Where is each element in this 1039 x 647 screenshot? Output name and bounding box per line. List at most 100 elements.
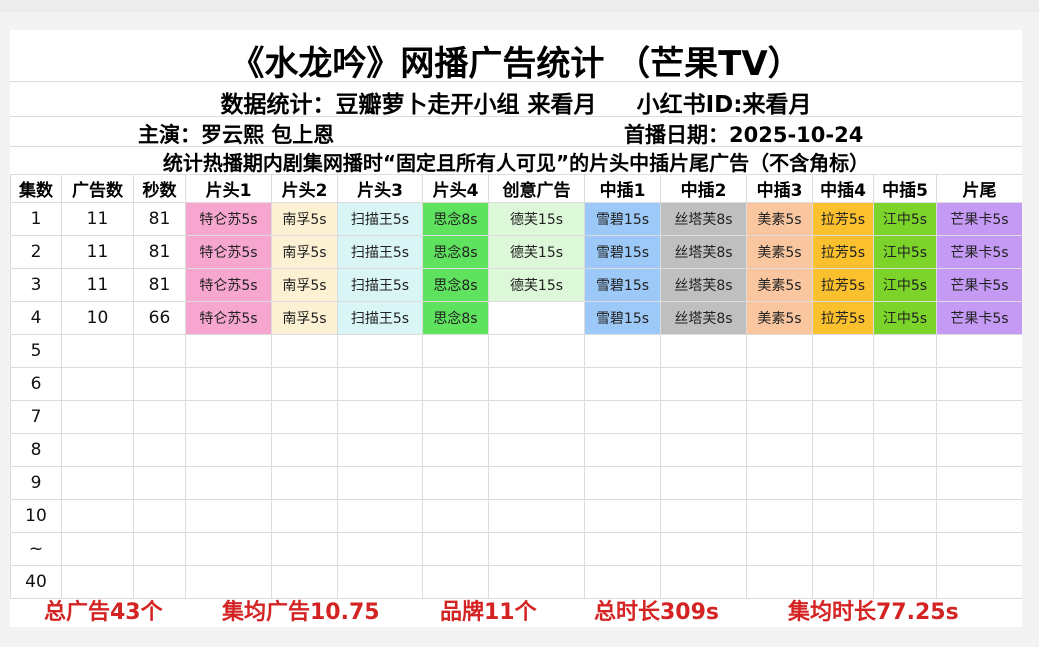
- ad-count-cell[interactable]: [61, 433, 134, 467]
- ad-slot-cell[interactable]: [488, 433, 585, 467]
- ad-slot-cell[interactable]: 特仑苏5s: [185, 301, 272, 335]
- ad-slot-cell[interactable]: [488, 334, 585, 368]
- ad-slot-cell[interactable]: [337, 367, 423, 401]
- ad-slot-cell[interactable]: 江中5s: [873, 202, 937, 236]
- ad-count-cell[interactable]: [61, 565, 134, 599]
- ad-slot-cell[interactable]: [936, 334, 1022, 368]
- ad-slot-cell[interactable]: [337, 532, 423, 566]
- ad-slot-cell[interactable]: 芒果卡5s: [936, 235, 1022, 269]
- ad-slot-cell[interactable]: [185, 367, 272, 401]
- ad-slot-cell[interactable]: [584, 334, 661, 368]
- episode-cell[interactable]: 4: [10, 301, 62, 335]
- ad-slot-cell[interactable]: [422, 466, 489, 500]
- ad-slot-cell[interactable]: 扫描王5s: [337, 202, 423, 236]
- ad-slot-cell[interactable]: [185, 433, 272, 467]
- ad-slot-cell[interactable]: 雪碧15s: [584, 202, 661, 236]
- ad-slot-cell[interactable]: [660, 433, 747, 467]
- ad-slot-cell[interactable]: 芒果卡5s: [936, 301, 1022, 335]
- ad-slot-cell[interactable]: [812, 400, 874, 434]
- ad-slot-cell[interactable]: [660, 466, 747, 500]
- episode-cell[interactable]: 1: [10, 202, 62, 236]
- ad-slot-cell[interactable]: 江中5s: [873, 235, 937, 269]
- ad-slot-cell[interactable]: [746, 400, 813, 434]
- ad-slot-cell[interactable]: [936, 466, 1022, 500]
- episode-cell[interactable]: 5: [10, 334, 62, 368]
- column-header[interactable]: 片头3: [337, 174, 423, 203]
- ad-slot-cell[interactable]: [746, 367, 813, 401]
- ad-slot-cell[interactable]: [746, 334, 813, 368]
- ad-slot-cell[interactable]: 扫描王5s: [337, 301, 423, 335]
- ad-count-cell[interactable]: 11: [61, 235, 134, 269]
- ad-slot-cell[interactable]: [185, 565, 272, 599]
- ad-slot-cell[interactable]: [271, 334, 338, 368]
- seconds-cell[interactable]: [133, 532, 186, 566]
- ad-slot-cell[interactable]: 丝塔芙8s: [660, 301, 747, 335]
- ad-slot-cell[interactable]: 思念8s: [422, 301, 489, 335]
- ad-count-cell[interactable]: [61, 532, 134, 566]
- ad-slot-cell[interactable]: 江中5s: [873, 301, 937, 335]
- ad-slot-cell[interactable]: [936, 565, 1022, 599]
- ad-slot-cell[interactable]: [185, 532, 272, 566]
- episode-cell[interactable]: 9: [10, 466, 62, 500]
- ad-slot-cell[interactable]: [812, 367, 874, 401]
- ad-slot-cell[interactable]: [271, 433, 338, 467]
- ad-slot-cell[interactable]: [422, 532, 489, 566]
- ad-slot-cell[interactable]: [936, 499, 1022, 533]
- ad-slot-cell[interactable]: [746, 466, 813, 500]
- column-header[interactable]: 集数: [10, 174, 62, 203]
- ad-slot-cell[interactable]: [337, 565, 423, 599]
- ad-slot-cell[interactable]: [422, 433, 489, 467]
- ad-slot-cell[interactable]: [660, 367, 747, 401]
- ad-count-cell[interactable]: [61, 499, 134, 533]
- ad-slot-cell[interactable]: [812, 499, 874, 533]
- ad-slot-cell[interactable]: [584, 466, 661, 500]
- ad-slot-cell[interactable]: 丝塔芙8s: [660, 268, 747, 302]
- episode-cell[interactable]: 2: [10, 235, 62, 269]
- ad-slot-cell[interactable]: [936, 433, 1022, 467]
- episode-cell[interactable]: 3: [10, 268, 62, 302]
- ad-slot-cell[interactable]: 南孚5s: [271, 301, 338, 335]
- ad-slot-cell[interactable]: [337, 400, 423, 434]
- ad-slot-cell[interactable]: [873, 334, 937, 368]
- ad-slot-cell[interactable]: [337, 466, 423, 500]
- ad-slot-cell[interactable]: [422, 400, 489, 434]
- ad-slot-cell[interactable]: [746, 565, 813, 599]
- seconds-cell[interactable]: 81: [133, 202, 186, 236]
- ad-slot-cell[interactable]: 美素5s: [746, 301, 813, 335]
- ad-slot-cell[interactable]: [812, 532, 874, 566]
- ad-slot-cell[interactable]: 德芙15s: [488, 235, 585, 269]
- seconds-cell[interactable]: [133, 433, 186, 467]
- ad-slot-cell[interactable]: [873, 532, 937, 566]
- ad-slot-cell[interactable]: 美素5s: [746, 235, 813, 269]
- ad-count-cell[interactable]: [61, 334, 134, 368]
- ad-slot-cell[interactable]: 特仑苏5s: [185, 235, 272, 269]
- column-header[interactable]: 中插1: [584, 174, 661, 203]
- ad-slot-cell[interactable]: 雪碧15s: [584, 301, 661, 335]
- ad-slot-cell[interactable]: [584, 433, 661, 467]
- ad-count-cell[interactable]: [61, 400, 134, 434]
- ad-slot-cell[interactable]: [422, 334, 489, 368]
- ad-slot-cell[interactable]: 美素5s: [746, 268, 813, 302]
- episode-cell[interactable]: 40: [10, 565, 62, 599]
- episode-cell[interactable]: 10: [10, 499, 62, 533]
- episode-cell[interactable]: 7: [10, 400, 62, 434]
- ad-slot-cell[interactable]: 南孚5s: [271, 235, 338, 269]
- column-header[interactable]: 片头4: [422, 174, 489, 203]
- ad-slot-cell[interactable]: 拉芳5s: [812, 202, 874, 236]
- ad-slot-cell[interactable]: [488, 400, 585, 434]
- ad-slot-cell[interactable]: [873, 367, 937, 401]
- ad-slot-cell[interactable]: [584, 367, 661, 401]
- ad-slot-cell[interactable]: 芒果卡5s: [936, 202, 1022, 236]
- ad-slot-cell[interactable]: 扫描王5s: [337, 235, 423, 269]
- ad-slot-cell[interactable]: [271, 367, 338, 401]
- ad-slot-cell[interactable]: [422, 367, 489, 401]
- ad-slot-cell[interactable]: [873, 565, 937, 599]
- ad-slot-cell[interactable]: [488, 532, 585, 566]
- ad-slot-cell[interactable]: 江中5s: [873, 268, 937, 302]
- ad-slot-cell[interactable]: 芒果卡5s: [936, 268, 1022, 302]
- episode-cell[interactable]: 8: [10, 433, 62, 467]
- ad-slot-cell[interactable]: [660, 400, 747, 434]
- ad-slot-cell[interactable]: [185, 334, 272, 368]
- ad-slot-cell[interactable]: [936, 367, 1022, 401]
- ad-slot-cell[interactable]: 思念8s: [422, 202, 489, 236]
